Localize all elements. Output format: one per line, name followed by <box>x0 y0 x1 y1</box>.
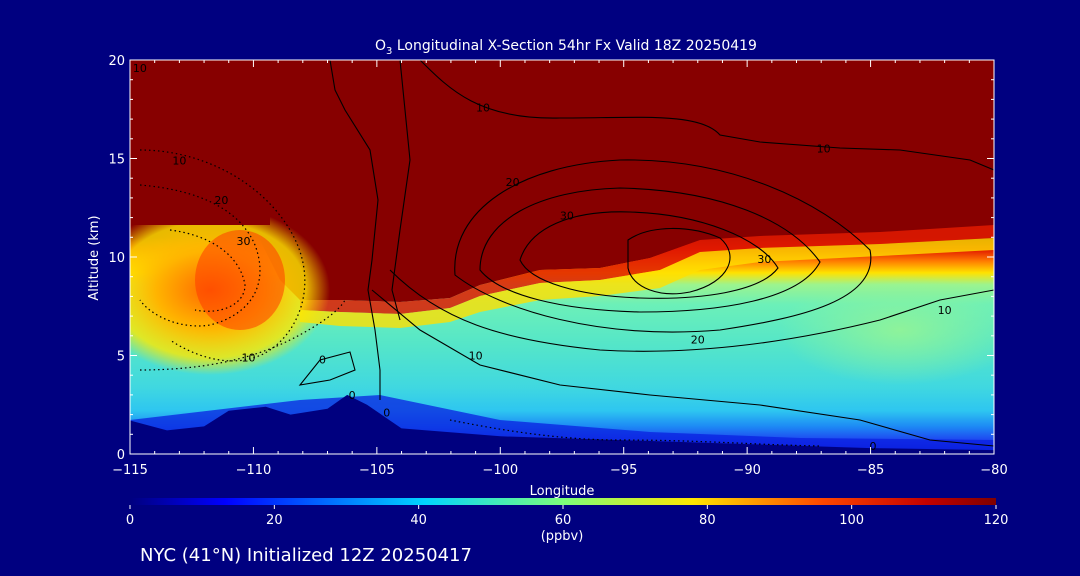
contour-line <box>454 159 872 333</box>
colorbar-tick-label: 0 <box>126 513 134 528</box>
contour-label: 20 <box>506 176 520 189</box>
colorbar-tick-label: 60 <box>555 513 572 528</box>
y-tick-label: 0 <box>117 448 125 463</box>
plot-area: 10 10 20 30 10 0 0 0 10 20 30 10 20 30 10 10 0 <box>130 60 994 454</box>
chart-title: O3 Longitudinal X-Section 54hr Fx Valid … <box>375 38 757 57</box>
x-tick-label: −80 <box>980 463 1007 478</box>
y-tick-label: 20 <box>108 54 125 69</box>
contour-line <box>371 289 994 447</box>
colorbar <box>130 498 996 505</box>
colorbar-tick-label: 80 <box>699 513 716 528</box>
y-axis-label: Altitude (km) <box>87 215 102 300</box>
tropopause-fold <box>255 60 994 302</box>
contour-label: 10 <box>241 351 255 364</box>
contour-label: 0 <box>319 353 326 366</box>
colorbar-ticks: 0 20 40 60 80 100 120 <box>126 505 1009 528</box>
tropopause-fold-edge <box>300 225 994 314</box>
contour-label: 20 <box>691 334 705 347</box>
contour-line <box>391 60 411 321</box>
colorbar-tick-label: 100 <box>839 513 864 528</box>
contour-line-dotted <box>139 149 306 362</box>
y-tick-label: 15 <box>108 153 125 168</box>
x-tick-label: −95 <box>610 463 637 478</box>
contour-label: 10 <box>469 350 483 363</box>
colorbar-unit: (ppbv) <box>541 529 584 544</box>
contour-line <box>519 211 779 299</box>
x-tick-label: −90 <box>733 463 760 478</box>
contour-line <box>389 269 994 352</box>
terrain <box>130 394 994 454</box>
x-tick-label: −110 <box>236 463 272 478</box>
contour-line-dotted <box>449 419 821 447</box>
x-tick-label: −100 <box>482 463 518 478</box>
y-tick-label: 5 <box>117 350 125 365</box>
x-axis: −115 −110 −105 −100 −95 −90 −85 −80 <box>112 60 1008 478</box>
ozone-contours <box>139 60 994 447</box>
contour-line <box>419 60 994 171</box>
contour-label: 10 <box>476 101 490 114</box>
contour-line <box>627 227 731 295</box>
yellow-band <box>300 238 994 328</box>
contour-label: 0 <box>383 407 390 420</box>
contour-label: 0 <box>349 389 356 402</box>
contour-line-dotted <box>169 229 246 312</box>
contour-label: 0 <box>870 440 877 453</box>
contour-label: 10 <box>133 62 147 75</box>
contour-line <box>329 60 381 400</box>
west-ozone-plume-core <box>195 230 285 330</box>
contour-label: 30 <box>237 235 251 248</box>
contour-line <box>479 187 821 313</box>
station-info: NYC (41°N) Initialized 12Z 20250417 <box>140 545 472 566</box>
colorbar-tick-label: 20 <box>266 513 283 528</box>
west-lower-stratosphere <box>130 60 270 225</box>
contour-label: 30 <box>757 253 771 266</box>
contour-line-dotted <box>139 184 261 327</box>
contour-label: 30 <box>560 210 574 223</box>
contour-label: 10 <box>172 154 186 167</box>
x-tick-label: −105 <box>359 463 395 478</box>
x-tick-label: −85 <box>857 463 884 478</box>
colorbar-tick-label: 120 <box>984 513 1009 528</box>
y-axis: 0 5 10 15 20 <box>108 54 994 463</box>
contour-label: 20 <box>214 194 228 207</box>
colorbar-tick-label: 40 <box>410 513 427 528</box>
contour-labels: 10 10 20 30 10 0 0 0 10 20 30 10 20 30 10 10 0 <box>133 62 952 453</box>
x-axis-label: Longitude <box>530 484 595 499</box>
contour-label: 10 <box>938 304 952 317</box>
contour-line <box>298 351 356 386</box>
y-tick-label: 10 <box>108 251 125 266</box>
contour-label: 10 <box>817 143 831 156</box>
x-tick-label: −115 <box>112 463 148 478</box>
